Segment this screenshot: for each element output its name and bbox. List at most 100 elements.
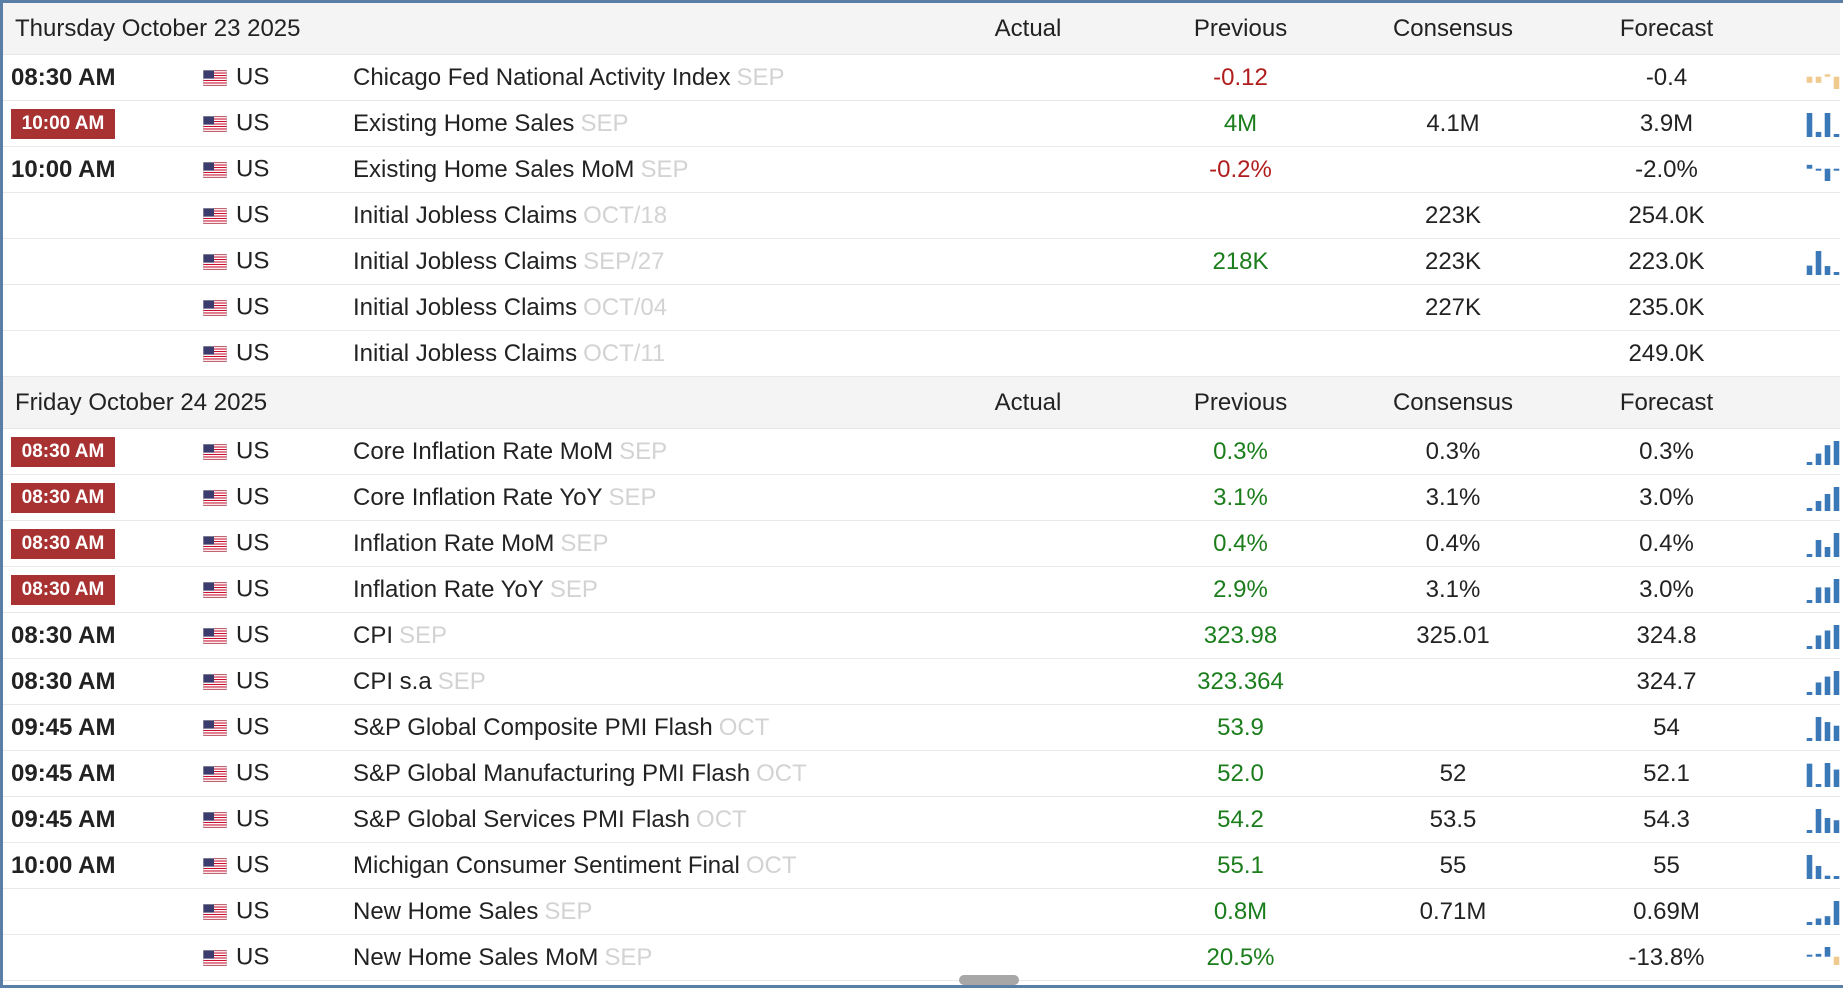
event-name-link[interactable]: S&P Global Composite PMI Flash	[353, 713, 713, 741]
event-name-link[interactable]: Initial Jobless Claims	[353, 293, 578, 321]
event-row[interactable]: 08:30 AM US Chicago Fed National Activity …	[3, 54, 1840, 101]
event-row[interactable]: US New Home Sales SEP 0.8M 0.71M 0.69M	[3, 888, 1840, 935]
event-forecast: 55	[1528, 842, 1805, 889]
event-name-link[interactable]: Chicago Fed National Activity Index	[353, 63, 731, 91]
column-header-consensus[interactable]: Consensus	[1378, 3, 1528, 55]
trend-sparkline[interactable]	[1805, 669, 1840, 695]
event-name-link[interactable]: S&P Global Services PMI Flash	[353, 805, 691, 833]
event-name-cell[interactable]: Initial Jobless Claims OCT/04	[353, 284, 953, 331]
event-row[interactable]: 10:00 AM US Existing Home Sales SEP 4M 4.1M 3.…	[3, 100, 1840, 147]
event-row[interactable]: 08:30 AM US Core Inflation Rate MoM SEP 0.3%…	[3, 428, 1840, 475]
trend-sparkline[interactable]	[1805, 899, 1840, 925]
event-name-cell[interactable]: Core Inflation Rate MoM SEP	[353, 428, 953, 475]
event-name-cell[interactable]: New Home Sales SEP	[353, 888, 953, 935]
event-row[interactable]: US Initial Jobless Claims OCT/04 227K 235.0K	[3, 284, 1840, 331]
column-header-actual[interactable]: Actual	[953, 376, 1103, 429]
event-name-cell[interactable]: Chicago Fed National Activity Index SEP	[353, 54, 953, 101]
event-name-link[interactable]: Initial Jobless Claims	[353, 201, 578, 229]
event-name-link[interactable]: New Home Sales MoM	[353, 943, 599, 971]
event-row[interactable]: US Initial Jobless Claims OCT/11 249.0K	[3, 330, 1840, 377]
event-time-cell: 10:00 AM	[3, 146, 203, 193]
event-name-link[interactable]: Existing Home Sales	[353, 109, 575, 137]
event-name-cell[interactable]: CPI SEP	[353, 612, 953, 659]
column-header-consensus[interactable]: Consensus	[1378, 376, 1528, 429]
event-row[interactable]: 10:00 AM US Michigan Consumer Sentiment Fi…	[3, 842, 1840, 889]
event-name-cell[interactable]: Initial Jobless Claims SEP/27	[353, 238, 953, 285]
event-reference-period: SEP	[549, 575, 598, 603]
trend-sparkline[interactable]	[1805, 577, 1840, 603]
sparkline-bar	[1833, 900, 1840, 925]
event-name-link[interactable]: Existing Home Sales MoM	[353, 155, 635, 183]
trend-sparkline[interactable]	[1805, 439, 1840, 465]
event-row[interactable]: 09:45 AM US S&P Global Composite PMI Flash…	[3, 704, 1840, 751]
event-name-link[interactable]: CPI s.a	[353, 667, 432, 695]
event-row[interactable]: 08:30 AM US Inflation Rate YoY SEP 2.9% 3.1% 3…	[3, 566, 1840, 613]
column-header-previous[interactable]: Previous	[1103, 376, 1378, 429]
event-name-cell[interactable]: Existing Home Sales MoM SEP	[353, 146, 953, 193]
calendar-scroll-area[interactable]: Thursday October 23 2025 Actual Previous Co…	[3, 3, 1843, 985]
event-name-link[interactable]: Inflation Rate MoM	[353, 529, 555, 557]
event-name-cell[interactable]: Core Inflation Rate YoY SEP	[353, 474, 953, 521]
event-time: 08:30 AM	[11, 63, 116, 91]
event-name-link[interactable]: Inflation Rate YoY	[353, 575, 544, 603]
column-header-forecast[interactable]: Forecast	[1528, 3, 1805, 55]
event-name-link[interactable]: Initial Jobless Claims	[353, 339, 578, 367]
event-row[interactable]: US Initial Jobless Claims SEP/27 218K 223K 22…	[3, 238, 1840, 285]
event-name-cell[interactable]: Michigan Consumer Sentiment Final OCT	[353, 842, 953, 889]
event-row[interactable]: US New Home Sales MoM SEP 20.5% -13.8%	[3, 934, 1840, 981]
column-header-actual[interactable]: Actual	[953, 3, 1103, 55]
event-forecast: 54.3	[1528, 796, 1805, 843]
event-name-link[interactable]: New Home Sales	[353, 897, 539, 925]
trend-sparkline[interactable]	[1805, 945, 1840, 971]
event-row[interactable]: 08:30 AM US CPI SEP 323.98 325.01 324.8	[3, 612, 1840, 659]
event-name-cell[interactable]: Initial Jobless Claims OCT/18	[353, 192, 953, 239]
event-row[interactable]: 09:45 AM US S&P Global Services PMI Flash O…	[3, 796, 1840, 843]
event-name-link[interactable]: Core Inflation Rate MoM	[353, 437, 614, 465]
column-header-forecast[interactable]: Forecast	[1528, 376, 1805, 429]
event-row[interactable]: 08:30 AM US Core Inflation Rate YoY SEP 3.1%…	[3, 474, 1840, 521]
event-name-cell[interactable]: CPI s.a SEP	[353, 658, 953, 705]
event-name-cell[interactable]: New Home Sales MoM SEP	[353, 934, 953, 981]
event-row[interactable]: 08:30 AM US Inflation Rate MoM SEP 0.4% 0.4% 0…	[3, 520, 1840, 567]
event-name-link[interactable]: Michigan Consumer Sentiment Final	[353, 851, 740, 879]
event-name-link[interactable]: CPI	[353, 621, 394, 649]
trend-sparkline[interactable]	[1805, 111, 1840, 137]
trend-sparkline[interactable]	[1805, 485, 1840, 511]
event-name-link[interactable]: Core Inflation Rate YoY	[353, 483, 603, 511]
event-name-cell[interactable]: Inflation Rate MoM SEP	[353, 520, 953, 567]
event-name-cell[interactable]: S&P Global Composite PMI Flash OCT	[353, 704, 953, 751]
sparkline-bar	[1824, 629, 1831, 649]
event-name-cell[interactable]: S&P Global Services PMI Flash OCT	[353, 796, 953, 843]
event-name-cell[interactable]: S&P Global Manufacturing PMI Flash OCT	[353, 750, 953, 797]
column-header-previous[interactable]: Previous	[1103, 3, 1378, 55]
trend-sparkline[interactable]	[1805, 65, 1840, 91]
event-country: US	[236, 339, 270, 367]
event-country: US	[236, 621, 270, 649]
trend-sparkline[interactable]	[1805, 249, 1840, 275]
event-row[interactable]: 10:00 AM US Existing Home Sales MoM SEP -0.2…	[3, 146, 1840, 193]
trend-sparkline[interactable]	[1805, 531, 1840, 557]
trend-sparkline[interactable]	[1805, 761, 1840, 787]
sparkline-bar	[1815, 131, 1822, 137]
sparkline-bar	[1833, 168, 1840, 171]
event-time-cell	[3, 192, 203, 239]
event-row[interactable]: 08:30 AM US CPI s.a SEP 323.364 324.7	[3, 658, 1840, 705]
high-impact-time-badge: 08:30 AM	[11, 528, 115, 559]
trend-sparkline[interactable]	[1805, 807, 1840, 833]
us-flag-icon	[203, 903, 227, 920]
event-name-cell[interactable]: Inflation Rate YoY SEP	[353, 566, 953, 613]
event-name-link[interactable]: S&P Global Manufacturing PMI Flash	[353, 759, 751, 787]
trend-sparkline[interactable]	[1805, 853, 1840, 879]
event-forecast: 3.0%	[1528, 566, 1805, 613]
sparkline-bar	[1815, 783, 1822, 787]
event-row[interactable]: US Initial Jobless Claims OCT/18 223K 254.0K	[3, 192, 1840, 239]
event-name-cell[interactable]: Initial Jobless Claims OCT/11	[353, 330, 953, 377]
trend-sparkline[interactable]	[1805, 623, 1840, 649]
event-row[interactable]: 09:45 AM US S&P Global Manufacturing PMI F…	[3, 750, 1840, 797]
event-name-cell[interactable]: Existing Home Sales SEP	[353, 100, 953, 147]
trend-sparkline[interactable]	[1805, 715, 1840, 741]
scroll-handle-icon[interactable]	[959, 975, 1019, 985]
trend-sparkline[interactable]	[1805, 157, 1840, 183]
event-name-link[interactable]: Initial Jobless Claims	[353, 247, 578, 275]
event-previous: 20.5%	[1103, 934, 1378, 981]
